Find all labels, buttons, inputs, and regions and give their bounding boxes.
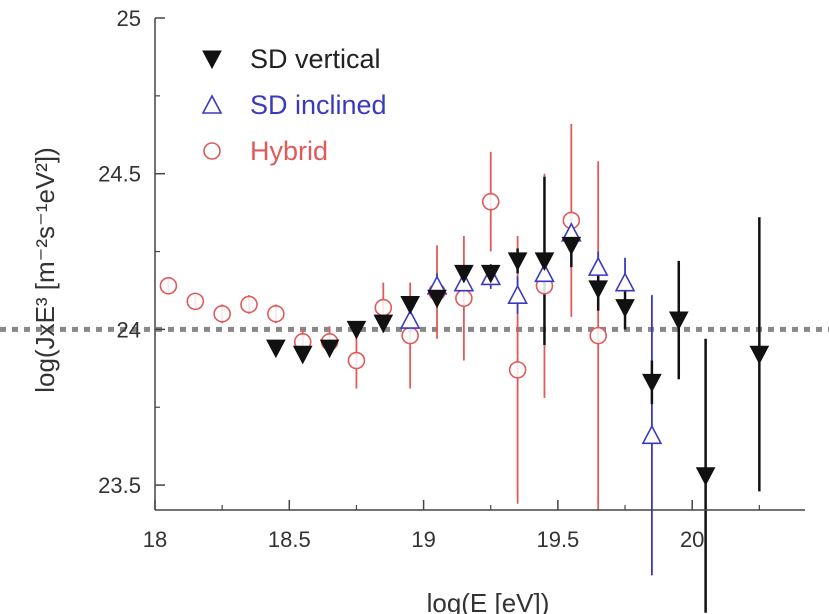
sd-vertical-point <box>695 467 716 486</box>
sd-inclined-point <box>534 262 555 283</box>
hybrid-point <box>374 298 393 317</box>
sd-inclined-point <box>587 256 609 276</box>
data-point-layer <box>159 192 770 486</box>
y-tick-label: 23.5 <box>98 473 141 498</box>
sd-vertical-point <box>534 252 555 271</box>
legend-label-hybrid: Hybrid <box>250 136 328 166</box>
sd-vertical-point <box>642 373 662 393</box>
sd-vertical-point <box>373 314 394 334</box>
sd-inclined-point <box>641 424 663 445</box>
x-tick-label: 20 <box>680 527 704 552</box>
y-tick-label: 24 <box>117 317 141 342</box>
sd-vertical-point <box>507 252 528 271</box>
hybrid-point <box>186 292 205 311</box>
sd-vertical-point <box>480 264 501 284</box>
sd-vertical-point <box>427 289 447 309</box>
hybrid-point <box>401 326 419 345</box>
legend-marker-sd-inclined <box>201 94 223 114</box>
hybrid-point <box>240 295 258 314</box>
sd-inclined-point <box>507 284 528 304</box>
sd-vertical-point <box>588 280 609 299</box>
tick-layer: 18 18.5 19 19.5 20 23.5 24 24.5 25 <box>98 6 760 552</box>
x-tick-label: 19.5 <box>536 527 579 552</box>
hybrid-point <box>481 192 500 211</box>
sd-vertical-point <box>400 295 420 315</box>
y-tick-label: 24.5 <box>98 162 141 187</box>
hybrid-point <box>347 351 366 370</box>
y-axis-label: log(JxE³ [m⁻²s⁻¹eV²]) <box>30 147 60 393</box>
axes-layer <box>154 18 805 511</box>
legend-label-sd-vertical: SD vertical <box>250 44 381 74</box>
hybrid-point <box>267 305 285 323</box>
sd-inclined-point <box>399 309 421 329</box>
hybrid-point <box>159 276 178 295</box>
hybrid-point <box>455 289 473 308</box>
hybrid-point <box>589 326 607 345</box>
y-tick-label: 25 <box>117 6 141 31</box>
sd-vertical-point <box>319 339 340 359</box>
legend-marker-hybrid <box>203 142 221 160</box>
sd-inclined-point <box>614 271 636 292</box>
sd-vertical-point <box>615 299 635 318</box>
sd-vertical-point <box>561 236 582 256</box>
x-axis-label: log(E [eV]) <box>427 588 550 614</box>
legend: SD vertical SD inclined Hybrid <box>201 44 387 166</box>
x-tick-label: 19 <box>411 527 435 552</box>
hybrid-point <box>508 361 527 379</box>
x-tick-label: 18.5 <box>268 527 311 552</box>
sd-vertical-point <box>266 339 286 359</box>
sd-vertical-point <box>346 320 367 340</box>
legend-marker-sd-vertical <box>202 50 222 70</box>
sd-vertical-point <box>454 264 474 284</box>
sd-vertical-point <box>668 311 689 331</box>
legend-label-sd-inclined: SD inclined <box>250 90 387 120</box>
sd-vertical-point <box>292 345 313 365</box>
sd-vertical-point <box>749 345 770 365</box>
hybrid-point <box>213 305 231 323</box>
x-tick-label: 18 <box>143 527 167 552</box>
